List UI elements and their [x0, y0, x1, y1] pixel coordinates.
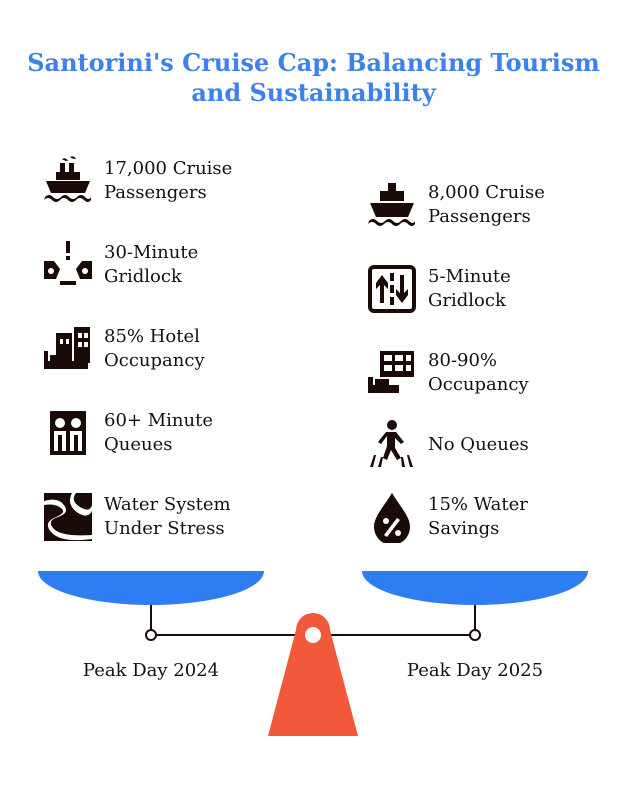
traffic-jam-icon [42, 239, 94, 291]
page-title: Santorini's Cruise Cap: Balancing Touris… [27, 48, 600, 107]
water-label: Water System Under Stress [104, 494, 231, 539]
fulcrum [268, 613, 358, 736]
queues-label: 60+ Minute Queues [104, 410, 213, 455]
right-item-water: 15% Water Savings [366, 491, 528, 543]
cruise-ship-icon [366, 179, 418, 231]
gridlock-label: 30-Minute Gridlock [104, 242, 199, 287]
right-item-occupancy: 80-90% Occupancy [366, 347, 529, 399]
left-item-hotel: 85% Hotel Occupancy [42, 323, 205, 375]
water-stress-icon [42, 491, 94, 543]
queue-people-icon [42, 407, 94, 459]
right-item-gridlock: 5-Minute Gridlock [366, 263, 511, 315]
right-pivot [469, 629, 481, 641]
fulcrum-pin [305, 627, 321, 643]
queues-2025-label: No Queues [428, 434, 529, 455]
cruise-ship-smoke-icon [42, 155, 94, 207]
building-bed-icon [366, 347, 418, 399]
left-item-queues: 60+ Minute Queues [42, 407, 213, 459]
road-lanes-icon [366, 263, 418, 315]
walking-person-icon [366, 419, 418, 471]
occupancy-2025-label: 80-90% Occupancy [428, 350, 529, 395]
water-drop-percent-icon [366, 491, 418, 543]
left-item-water: Water System Under Stress [42, 491, 231, 543]
right-pan [362, 571, 588, 605]
right-item-passengers: 8,000 Cruise Passengers [366, 179, 545, 231]
passengers-2025-label: 8,000 Cruise Passengers [428, 182, 545, 227]
left-pivot [145, 629, 157, 641]
passengers-label: 17,000 Cruise Passengers [104, 158, 233, 203]
left-caption: Peak Day 2024 [82, 660, 220, 681]
right-caption: Peak Day 2025 [406, 660, 544, 681]
hotel-bed-icon [42, 323, 94, 375]
hotel-label: 85% Hotel Occupancy [104, 326, 205, 371]
left-pan [38, 571, 264, 605]
water-2025-label: 15% Water Savings [428, 494, 528, 539]
right-item-queues: No Queues [366, 419, 529, 471]
left-item-gridlock: 30-Minute Gridlock [42, 239, 198, 291]
left-item-passengers: 17,000 Cruise Passengers [42, 155, 232, 207]
gridlock-2025-label: 5-Minute Gridlock [428, 266, 511, 311]
